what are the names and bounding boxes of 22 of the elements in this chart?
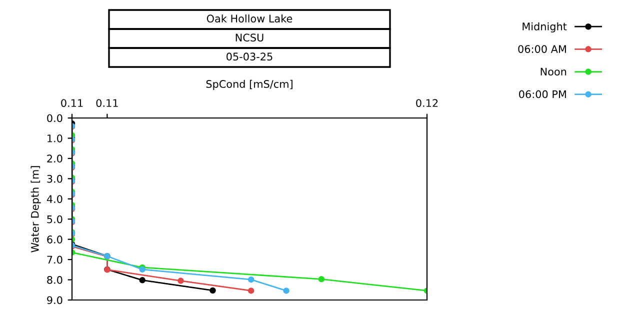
y-tick-label: 7.0 (47, 256, 62, 264)
text: 05-03-25 (226, 52, 272, 61)
y-tick-label: 2.0 (47, 154, 62, 163)
chart-title: Oak Hollow Lake (206, 14, 292, 23)
chart-subtitle: NCSU (236, 34, 264, 42)
x-tick-label: 0.11 (96, 99, 118, 107)
legend-label: Midnight (522, 22, 567, 32)
legend-label: Noon (540, 68, 566, 76)
y-tick-label: 0.0 (47, 114, 62, 122)
y-tick-label: 5.0 (47, 215, 62, 224)
x-tick-label: 0.12 (416, 99, 438, 107)
y-axis-title: Water Depth [m] (30, 166, 41, 252)
y-tick-label: 3.0 (47, 174, 62, 183)
x-axis-title: SpCond [mS/cm] (206, 80, 292, 90)
y-tick-label: 8.0 (47, 276, 62, 284)
legend-label: 06:00 AM (518, 45, 566, 53)
y-tick-label: 1.0 (48, 134, 62, 142)
x-tick-label: 0.11 (61, 99, 83, 107)
y-tick-label: 4.0 (46, 195, 62, 203)
y-tick-label: 6.0 (47, 236, 62, 244)
legend-label: 06:00 PM (519, 90, 566, 98)
y-tick-label: 9.0 (47, 296, 62, 304)
